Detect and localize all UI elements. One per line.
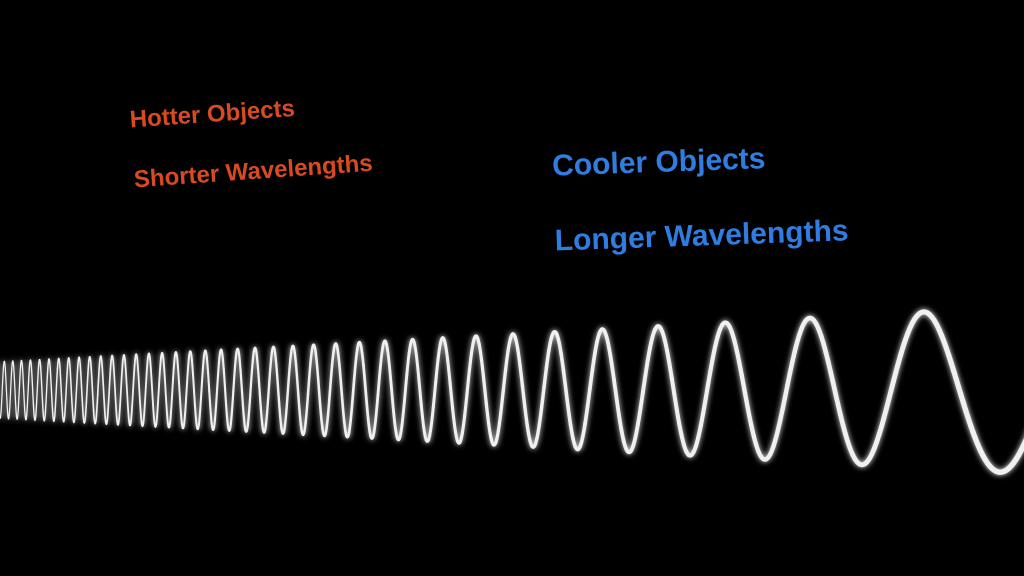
wave-graphic xyxy=(0,0,1024,576)
diagram-stage: Hotter Objects Shorter Wavelengths Coole… xyxy=(0,0,1024,576)
